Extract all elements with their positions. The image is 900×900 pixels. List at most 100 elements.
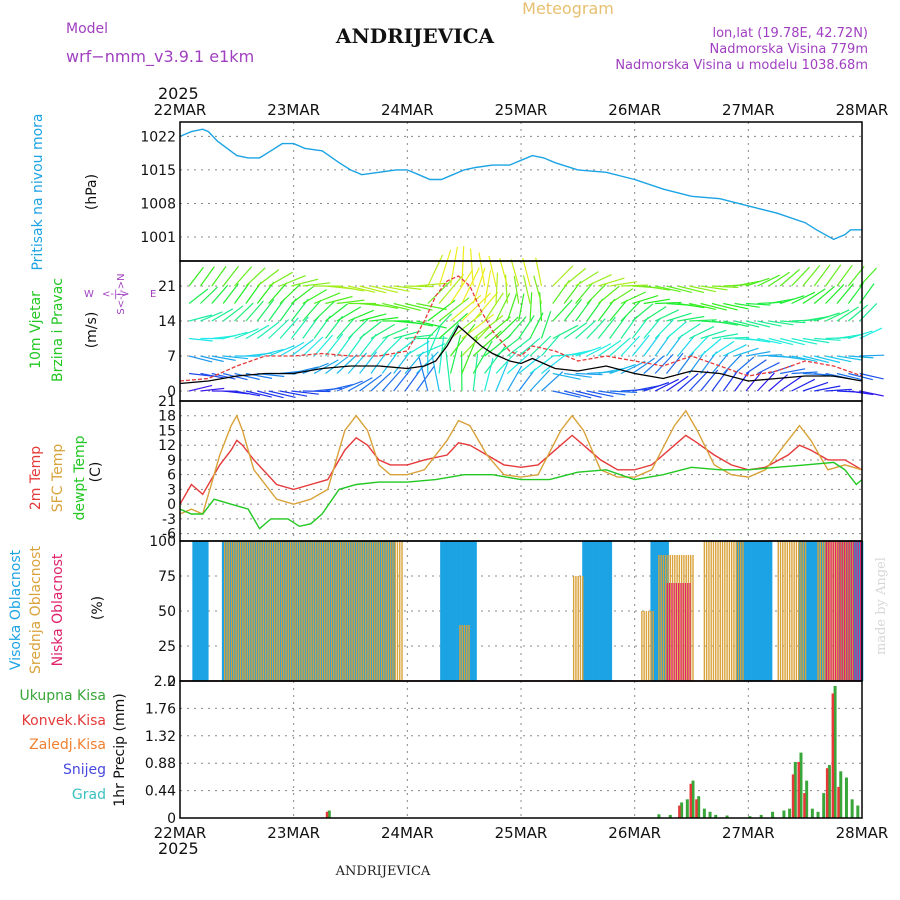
wind-arrow (529, 292, 533, 322)
page-title: ANDRIJEVICA (335, 24, 495, 48)
wind-arrow (325, 303, 348, 322)
wind-arrow (825, 309, 850, 322)
wind-arrow (427, 254, 444, 287)
precip-unit-label: 1hr Precip (mm) (112, 693, 128, 806)
wind-arrow (734, 302, 760, 308)
wind-arrow (427, 299, 456, 322)
precip-bar-convective (689, 783, 692, 818)
wind-arrow (404, 320, 434, 327)
cloud-unit-label: (%) (90, 596, 106, 620)
wind-arrow (859, 354, 885, 357)
precip-legend-graupel: Grad (72, 787, 106, 803)
wind-arrow (336, 317, 356, 339)
wind-arrow (268, 345, 295, 357)
wind-arrow (757, 362, 780, 375)
wind-arrow (234, 302, 254, 322)
wind-arrow (325, 295, 353, 305)
elevation-label: Nadmorska Visina 779m (710, 42, 869, 57)
wind-arrow (779, 295, 805, 305)
wind-arrow (654, 334, 671, 357)
wind-arrow (506, 293, 518, 322)
wind-arrow (188, 266, 204, 287)
wind-arrow (472, 353, 479, 392)
time-label-top-27MAR: 27MAR (722, 101, 775, 119)
wind-arrow (700, 338, 722, 357)
precip-bar-total (833, 685, 837, 818)
wind-arrow (814, 355, 841, 364)
wind-arrow (609, 299, 628, 322)
ytick-label: 0.88 (145, 756, 176, 772)
wind-arrow (382, 285, 410, 292)
precip-bar-total (714, 814, 718, 818)
ytick-label: 75 (158, 569, 176, 585)
precip-bar-total (782, 810, 786, 818)
wind-arrow (370, 334, 390, 357)
wind-arrow (291, 338, 314, 357)
wind-arrow (643, 285, 671, 291)
wind-arrow (449, 246, 458, 287)
wind-arrow (506, 337, 531, 357)
wind-arrow (734, 320, 760, 328)
wind-arrow (461, 267, 480, 304)
credit-label: made by Angel (874, 557, 889, 655)
temp-series-dewpoint (179, 461, 863, 530)
wind-arrow (825, 355, 852, 363)
precip-bar-total (793, 761, 797, 818)
temp-axis-subtitle: SFC Temp (50, 444, 66, 513)
precip-bar-convective (791, 774, 795, 818)
ytick-label: 1022 (140, 129, 176, 145)
wind-arrow (734, 347, 759, 357)
wind-arrow (757, 320, 782, 327)
wind-arrow (836, 372, 863, 381)
wind-arrow (336, 285, 365, 292)
wind-arrow (677, 323, 701, 340)
pressure-unit-label: (hPa) (84, 174, 100, 210)
wind-arrow (506, 353, 530, 374)
wind-arrow (518, 293, 525, 322)
wind-arrow (666, 352, 684, 374)
chart-content: 22MAR 22MAR 23MAR 23MAR 24MAR 24MAR 25MAR 25MAR… (140, 101, 888, 842)
wind-arrow (381, 336, 403, 357)
ytick-label: 25 (158, 639, 176, 655)
wind-axis-subtitle: Brzina i Pravac (50, 278, 66, 382)
wind-arrow (234, 328, 259, 340)
precip-bar-total (697, 796, 701, 818)
wind-arrow (575, 298, 592, 322)
wind-arrow (802, 381, 829, 392)
wind-arrow (563, 322, 588, 339)
wind-arrow (711, 302, 738, 311)
precip-legend-frozen: Zaledj.Kisa (29, 737, 106, 753)
wind-arrow (450, 324, 476, 357)
wind-arrow (791, 337, 818, 345)
wind-arrow (381, 369, 402, 392)
wind-arrow (791, 371, 818, 375)
wind-arrow (438, 249, 452, 287)
wind-arrow (529, 335, 552, 357)
wind-arrow (302, 282, 331, 287)
wind-arrow (791, 378, 816, 392)
wind-arrow (506, 316, 527, 339)
wind-arrow (393, 285, 422, 290)
wind-arrow (325, 384, 353, 392)
wind-arrow (234, 372, 260, 381)
wind-arrow (802, 265, 821, 287)
wind-axis-title: 10m Vjetar (28, 291, 44, 369)
wind-arrow (813, 285, 835, 304)
ytick-label: 0 (167, 497, 176, 513)
wind-arrow (848, 355, 874, 359)
precip-bar-total (810, 808, 814, 818)
wind-arrow (734, 356, 755, 374)
wind-unit-label: (m/s) (84, 312, 100, 349)
wind-arrow (711, 369, 729, 392)
wind-arrow (472, 315, 504, 339)
wind-arrow (848, 390, 874, 396)
precip-bar-convective (803, 793, 806, 818)
wind-arrow (689, 319, 717, 322)
wind-arrow (359, 333, 377, 357)
wind-arrow (370, 350, 388, 374)
precip-bar-total (839, 771, 843, 818)
wind-arrow (234, 390, 261, 397)
wind-arrow (643, 381, 670, 392)
wind-arrow (620, 335, 641, 357)
wind-arrow (745, 320, 771, 328)
